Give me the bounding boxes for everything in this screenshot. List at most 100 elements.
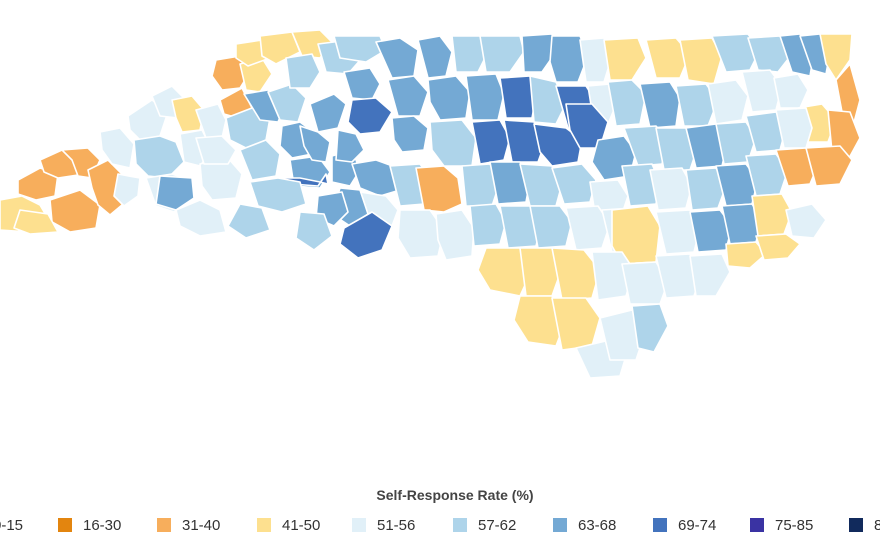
county-51 <box>415 165 463 213</box>
county-82 <box>707 79 749 125</box>
county-46 <box>387 75 429 117</box>
county-17 <box>155 175 195 211</box>
county-33 <box>333 35 387 63</box>
legend: 0-15 16-30 31-40 41-50 51-56 57-62 63-68 69-74 7… <box>0 513 880 537</box>
legend-item-69-74: 69-74 <box>653 513 716 537</box>
county-110 <box>805 145 853 187</box>
county-12 <box>113 173 141 207</box>
county-40 <box>299 125 331 163</box>
county-101 <box>519 163 563 207</box>
county-113 <box>529 205 573 249</box>
legend-label: 0-15 <box>0 516 24 534</box>
legend-label: 51-56 <box>377 516 416 534</box>
county-135 <box>631 303 669 353</box>
county-7 <box>13 209 59 235</box>
legend-item-31-40: 31-40 <box>157 513 220 537</box>
legend-label: 57-62 <box>478 516 517 534</box>
county-96 <box>715 121 757 165</box>
county-59 <box>451 35 489 73</box>
county-62 <box>549 35 589 83</box>
county-64 <box>603 37 647 81</box>
county-20 <box>195 135 237 165</box>
county-42 <box>343 67 381 101</box>
legend-swatch <box>653 518 667 532</box>
county-87 <box>429 119 477 167</box>
legend-item-0-15: 0-15 <box>0 513 23 537</box>
legend-swatch <box>553 518 567 532</box>
legend-swatch <box>157 518 171 532</box>
legend-item-51-56: 51-56 <box>352 513 415 537</box>
county-8 <box>99 127 135 169</box>
county-111 <box>469 203 507 247</box>
north-carolina-map <box>0 29 861 379</box>
county-68 <box>747 35 793 73</box>
county-2 <box>17 167 59 201</box>
legend-item-41-50: 41-50 <box>257 513 320 537</box>
county-131 <box>513 295 567 347</box>
county-132 <box>551 297 601 351</box>
county-45 <box>375 37 419 79</box>
county-121 <box>725 241 767 269</box>
county-map <box>0 29 861 379</box>
county-106 <box>685 167 727 211</box>
legend-item-75-85: 75-85 <box>750 513 813 537</box>
legend-label: 63-68 <box>578 516 617 534</box>
county-79 <box>607 79 647 127</box>
county-43 <box>347 97 393 135</box>
legend-swatch <box>453 518 467 532</box>
legend-label: 86-100 <box>874 516 880 534</box>
county-55 <box>295 211 333 251</box>
county-66 <box>679 37 723 85</box>
county-28 <box>239 139 281 181</box>
county-98 <box>775 107 813 149</box>
legend-item-86-100: 86-100 <box>849 513 880 537</box>
legend-swatch <box>58 518 72 532</box>
legend-label: 75-85 <box>775 516 814 534</box>
county-5 <box>49 189 101 233</box>
county-61 <box>521 33 557 73</box>
county-60 <box>479 35 525 73</box>
legend-item-57-62: 57-62 <box>453 513 516 537</box>
county-11 <box>133 135 185 179</box>
legend-swatch <box>257 518 271 532</box>
legend-label: 41-50 <box>282 516 321 534</box>
county-84 <box>773 73 809 109</box>
county-88 <box>471 119 511 165</box>
county-123 <box>785 203 827 239</box>
county-122 <box>755 233 801 261</box>
county-105 <box>649 167 693 211</box>
county-39 <box>309 93 347 133</box>
county-114 <box>565 205 611 251</box>
county-108 <box>745 153 789 197</box>
legend-swatch <box>750 518 764 532</box>
legend-label: 16-30 <box>83 516 122 534</box>
county-44 <box>335 129 365 163</box>
county-73 <box>427 75 471 121</box>
county-72 <box>835 63 861 131</box>
county-layer <box>0 29 861 379</box>
legend-swatch <box>352 518 366 532</box>
county-38 <box>227 203 271 239</box>
county-90 <box>533 123 583 167</box>
county-80 <box>639 81 681 129</box>
county-47 <box>391 115 429 153</box>
county-18 <box>175 199 227 237</box>
legend-item-16-30: 16-30 <box>58 513 121 537</box>
legend-title: Self-Response Rate (%) <box>376 487 534 503</box>
county-56 <box>397 209 445 259</box>
county-30 <box>267 83 307 123</box>
county-120 <box>751 193 793 237</box>
county-71 <box>819 33 853 81</box>
county-125 <box>519 247 563 297</box>
county-37 <box>249 177 307 213</box>
legend-swatch <box>849 518 863 532</box>
legend-label: 31-40 <box>182 516 221 534</box>
county-74 <box>465 73 505 121</box>
county-31 <box>285 53 321 89</box>
county-53 <box>339 211 393 259</box>
legend-item-63-68: 63-68 <box>553 513 616 537</box>
legend-label: 69-74 <box>678 516 717 534</box>
county-57 <box>435 209 475 261</box>
county-130 <box>689 253 731 297</box>
county-16 <box>195 103 227 139</box>
